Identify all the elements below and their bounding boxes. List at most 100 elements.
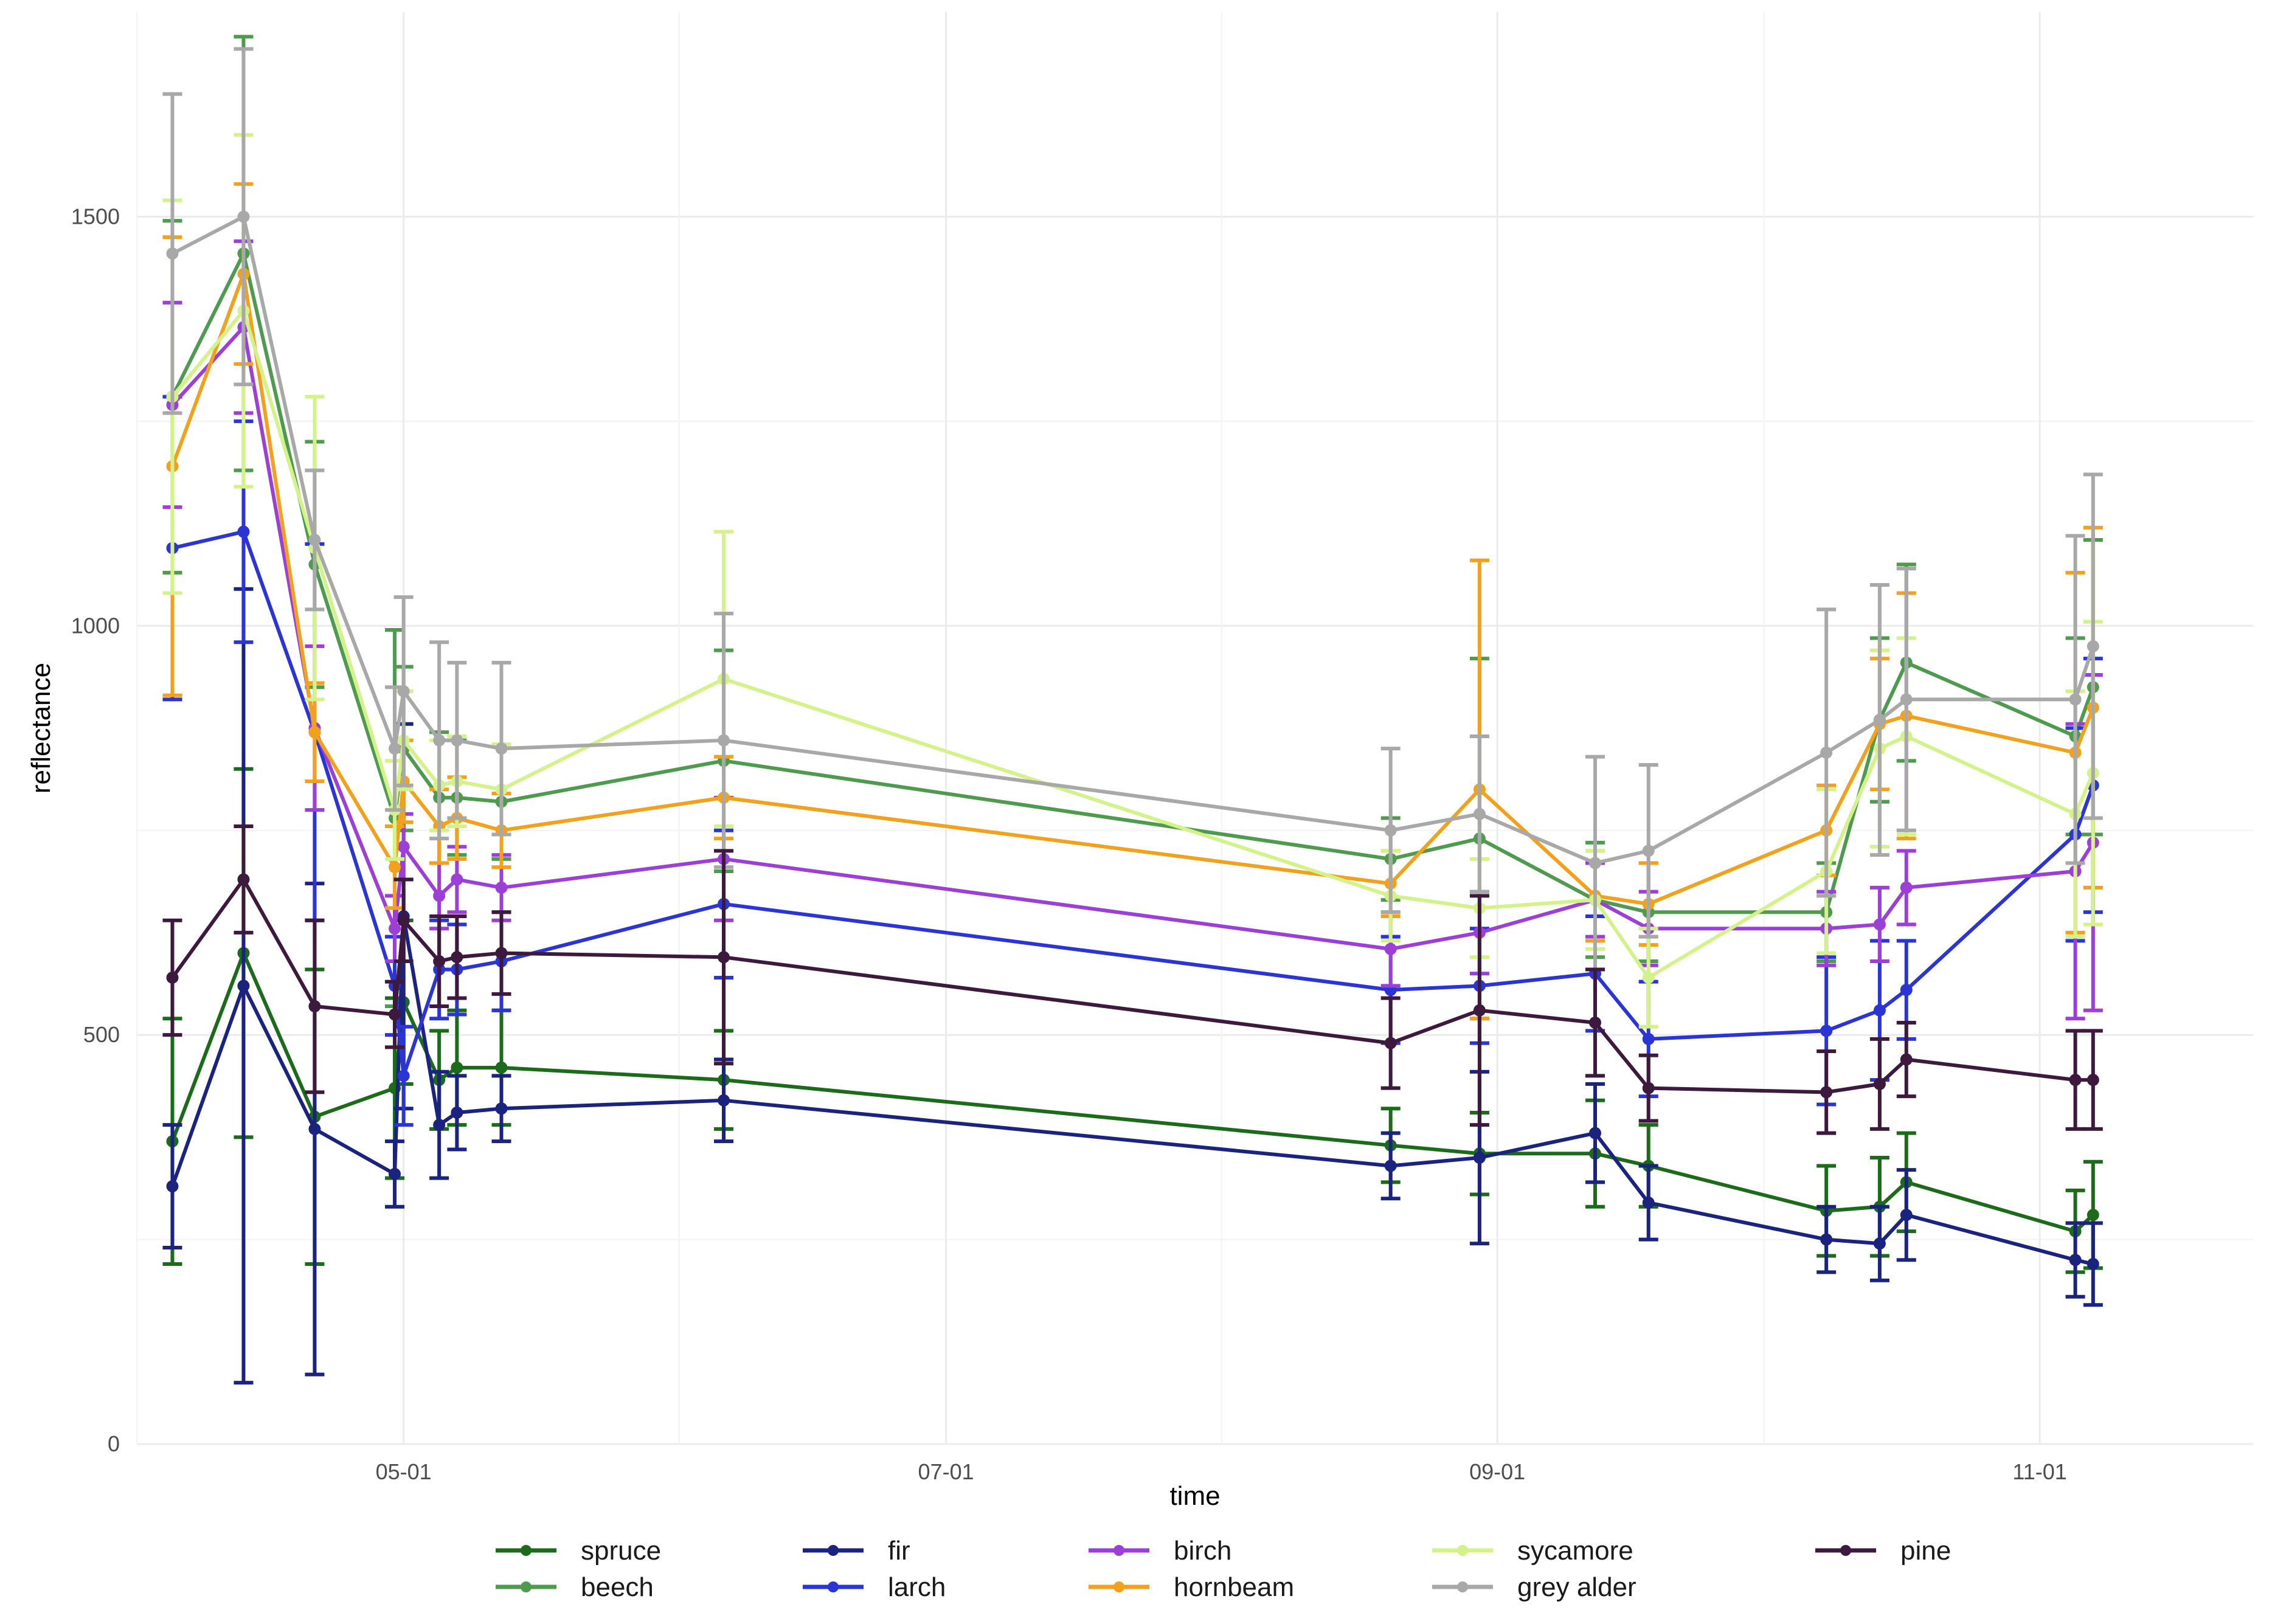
hornbeam-line [170,272,2095,906]
fir-point [166,1180,179,1193]
grey-alder-line [171,215,2095,865]
hornbeam-point [308,726,321,739]
legend-key-point [1113,1581,1124,1592]
fir-point [1473,1152,1486,1164]
fir-point [1900,1209,1913,1221]
y-tick-label: 1000 [71,613,120,638]
sycamore-point [1642,971,1655,984]
series-fir [162,587,2103,1385]
legend-label: sycamore [1517,1536,1633,1566]
grey-alder-point [308,533,321,546]
fir-point [2087,1257,2099,1270]
birch-point [495,881,508,894]
legend-item-hornbeam: hornbeam [1089,1572,1294,1602]
pine-point [1873,1077,1886,1090]
pine-point [2069,1074,2082,1087]
larch-line [171,530,2095,1078]
fir-line [170,914,2094,1266]
pine-point [1642,1082,1655,1094]
pine-point [495,947,508,959]
fir-point [718,1094,730,1107]
fir-point [495,1102,508,1115]
legend-key-point [828,1545,839,1556]
grey-alder-point [1900,693,1913,706]
grey-alder-point [166,247,179,260]
series-spruce [162,767,2103,1274]
legend-item-sycamore: sycamore [1432,1536,1633,1566]
birch-point [389,922,401,935]
grey-alder-point [2069,693,2082,706]
birch-point [433,890,446,902]
fir-point [389,1167,401,1180]
larch-point [1900,984,1913,997]
spruce-point [2087,1209,2099,1221]
series-grey-alder [162,47,2103,972]
series-layer [162,35,2103,1385]
grey-alder-point [718,734,730,747]
pine-point [1820,1086,1833,1099]
y-axis-title: reflectance [26,663,56,793]
birch-point [451,873,463,886]
grid [136,12,2253,1445]
x-axis-title: time [1169,1481,1220,1511]
fir-point [1384,1159,1397,1172]
grey-alder-point [433,734,446,747]
fir-point [433,1119,446,1132]
legend-key-point [521,1581,532,1592]
series-beech [162,35,2103,1021]
y-tick-label: 0 [108,1431,120,1456]
pine-point [2087,1074,2099,1087]
legend-item-birch: birch [1089,1536,1231,1566]
larch-point [397,1069,410,1082]
pine-point [308,1000,321,1013]
legend-item-beech: beech [496,1572,654,1602]
legend-item-pine: pine [1815,1536,1951,1566]
legend-key-point [521,1545,532,1556]
fir-point [451,1106,463,1119]
grey-alder-point [1384,824,1397,837]
birch-point [1873,918,1886,931]
pine-point [1384,1037,1397,1049]
larch-point [237,525,250,538]
hornbeam-point [389,861,401,874]
fir-point [2069,1254,2082,1266]
legend-label: hornbeam [1174,1572,1294,1602]
legend-item-spruce: spruce [496,1536,661,1566]
legend-item-fir: fir [803,1536,910,1566]
legend-key-point [1457,1545,1468,1556]
pine-point [237,873,250,886]
legend-key-point [1113,1545,1124,1556]
series-sycamore [162,133,2103,1029]
pine-point [718,951,730,964]
beech-line [170,251,2095,914]
legend-label: larch [888,1572,946,1602]
spruce-point [451,1061,463,1074]
series-hornbeam [162,182,2103,1021]
fir-point [1642,1197,1655,1209]
x-tick-label: 11-01 [2012,1459,2066,1484]
legend-key-point [1840,1545,1851,1556]
fir-point [237,980,250,992]
legend-item-grey-alder: grey alder [1432,1572,1636,1602]
grey-alder-point [237,210,250,223]
grey-alder-point [1588,857,1601,869]
legend-label: grey alder [1517,1572,1636,1602]
grey-alder-point [1820,746,1833,759]
legend-label: pine [1900,1536,1951,1566]
legend-key-point [828,1581,839,1592]
birch-point [1900,881,1913,894]
pine-point [451,951,463,964]
larch-point [1873,1004,1886,1017]
fir-point [308,1122,321,1135]
larch-point [1820,1025,1833,1037]
series-birch [162,239,2103,1021]
pine-point [166,971,179,984]
pine-point [1473,1004,1486,1017]
grey-alder-point [1642,845,1655,857]
grey-alder-point [1473,807,1486,820]
y-tick-label: 1500 [71,204,120,229]
birch-point [397,840,410,853]
legend-item-larch: larch [803,1572,946,1602]
birch-point [1384,942,1397,955]
grey-alder-point [495,742,508,755]
